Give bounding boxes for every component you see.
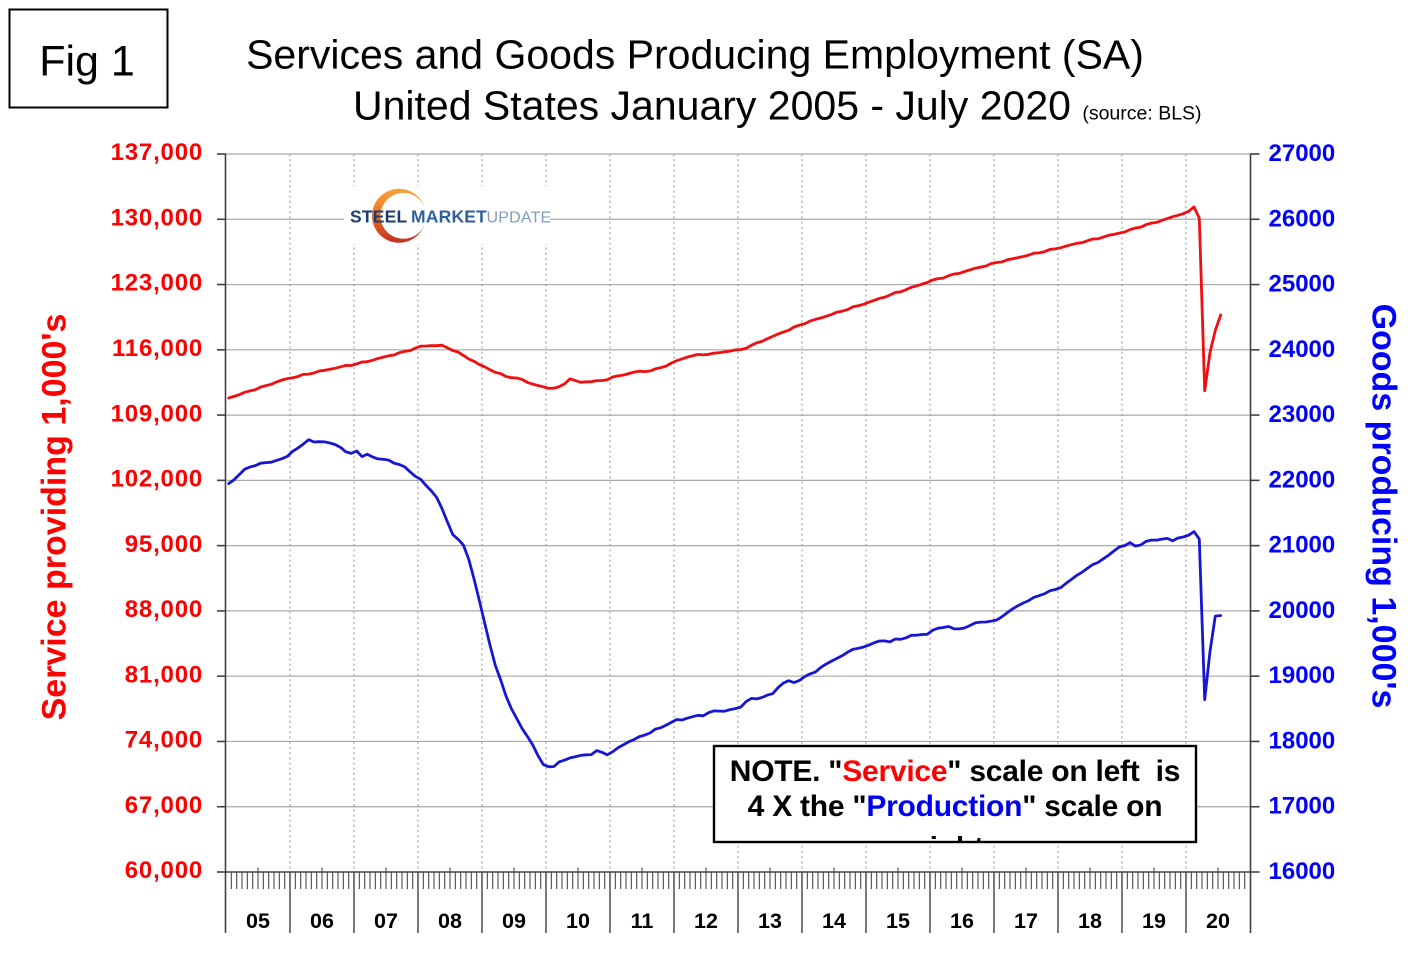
- svg-text:67,000: 67,000: [125, 792, 203, 819]
- svg-text:60,000: 60,000: [125, 857, 203, 884]
- svg-text:09: 09: [502, 909, 526, 933]
- svg-text:16000: 16000: [1269, 858, 1336, 885]
- svg-text:Fig 1: Fig 1: [39, 38, 135, 86]
- svg-text:22000: 22000: [1269, 466, 1336, 493]
- svg-text:109,000: 109,000: [111, 400, 203, 427]
- svg-text:102,000: 102,000: [111, 466, 203, 493]
- svg-text:25000: 25000: [1269, 271, 1336, 298]
- svg-text:MARKET: MARKET: [411, 206, 487, 226]
- svg-text:Services and Goods Producing E: Services and Goods Producing Employment …: [246, 32, 1144, 78]
- svg-text:23000: 23000: [1269, 401, 1336, 428]
- svg-text:137,000: 137,000: [111, 139, 203, 166]
- svg-text:123,000: 123,000: [111, 270, 203, 297]
- svg-text:21000: 21000: [1269, 532, 1336, 559]
- svg-text:07: 07: [374, 909, 398, 933]
- svg-text:20000: 20000: [1269, 597, 1336, 624]
- svg-text:18: 18: [1078, 909, 1102, 933]
- svg-text:17000: 17000: [1269, 793, 1336, 820]
- svg-text:81,000: 81,000: [125, 661, 203, 688]
- svg-text:95,000: 95,000: [125, 531, 203, 558]
- svg-text:08: 08: [438, 909, 462, 933]
- svg-text:11: 11: [631, 909, 654, 933]
- svg-text:17: 17: [1014, 909, 1038, 933]
- svg-text:14: 14: [822, 909, 846, 933]
- svg-text:12: 12: [694, 909, 718, 933]
- svg-text:Service providing 1,000's: Service providing 1,000's: [36, 314, 74, 721]
- svg-text:NOTE. "Service" scale on left: NOTE. "Service" scale on left is: [730, 755, 1180, 788]
- svg-text:Goods producing 1,000's: Goods producing 1,000's: [1365, 304, 1403, 709]
- svg-text:15: 15: [886, 909, 910, 933]
- svg-text:13: 13: [758, 909, 782, 933]
- svg-text:27000: 27000: [1269, 140, 1336, 167]
- svg-text:06: 06: [310, 909, 334, 933]
- svg-text:26000: 26000: [1269, 205, 1336, 232]
- svg-text:19: 19: [1142, 909, 1166, 933]
- svg-text:116,000: 116,000: [112, 335, 203, 362]
- svg-text:130,000: 130,000: [111, 205, 203, 232]
- svg-text:10: 10: [566, 909, 590, 933]
- svg-text:20: 20: [1206, 909, 1230, 933]
- svg-text:4 X the "Production" scale on: 4 X the "Production" scale on: [748, 790, 1163, 823]
- svg-text:16: 16: [950, 909, 974, 933]
- svg-text:UPDATE: UPDATE: [487, 209, 552, 226]
- svg-text:United States January 2005 - J: United States January 2005 - July 2020 (…: [353, 83, 1202, 129]
- svg-text:88,000: 88,000: [125, 596, 203, 623]
- svg-text:24000: 24000: [1269, 336, 1336, 363]
- svg-text:STEEL: STEEL: [350, 206, 408, 226]
- svg-text:right.: right.: [918, 832, 992, 865]
- svg-text:19000: 19000: [1269, 662, 1336, 689]
- svg-text:05: 05: [246, 909, 270, 933]
- svg-text:18000: 18000: [1269, 728, 1336, 755]
- svg-text:74,000: 74,000: [125, 727, 203, 754]
